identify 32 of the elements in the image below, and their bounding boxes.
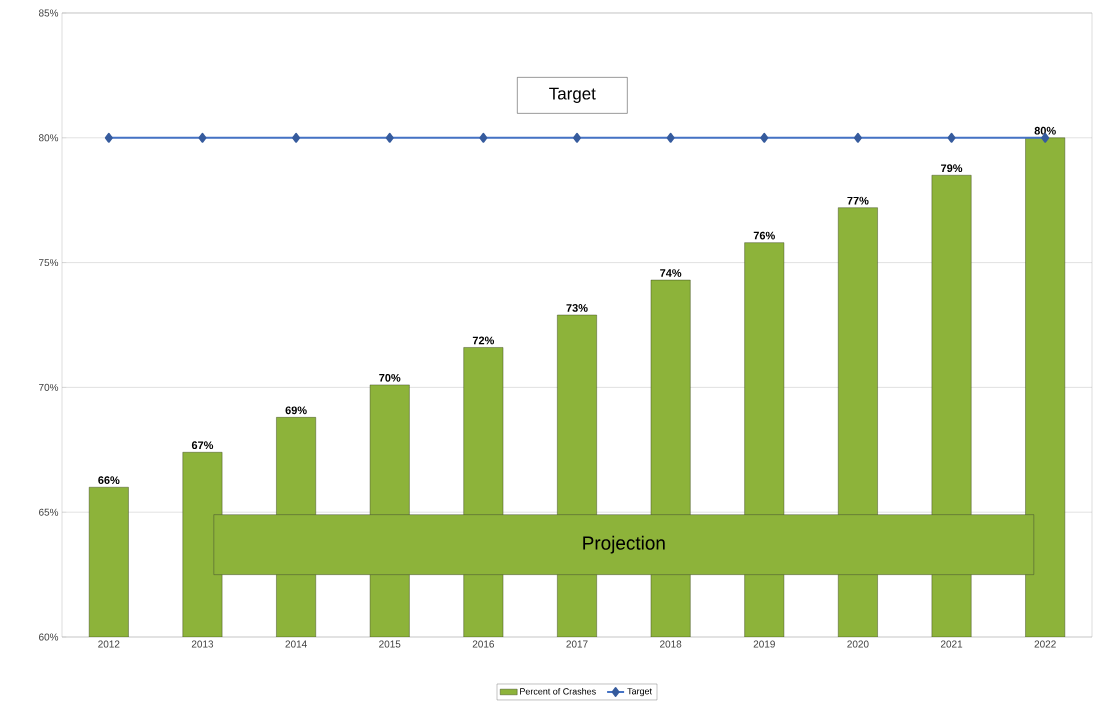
- y-tick-label: 65%: [39, 508, 59, 516]
- y-tick-label: 70%: [39, 383, 59, 391]
- annotation: Target: [549, 87, 596, 103]
- data-label: 69%: [285, 406, 307, 415]
- data-label: 67%: [191, 441, 214, 450]
- annotation: Projection: [583, 535, 665, 554]
- x-tick-label: 2019: [753, 640, 775, 648]
- data-label: 74%: [660, 269, 682, 277]
- data-label: 70%: [379, 373, 401, 382]
- data-label: 79%: [941, 164, 963, 173]
- x-tick-label: 2013: [191, 640, 214, 648]
- x-tick-label: 2012: [98, 640, 120, 648]
- data-label: 77%: [847, 196, 869, 205]
- x-tick-label: 2014: [285, 640, 307, 648]
- y-tick-label: 85%: [38, 9, 59, 17]
- x-tick-label: 2015: [379, 640, 401, 648]
- data-label: 72%: [472, 336, 495, 345]
- y-tick-label: 80%: [38, 134, 59, 142]
- x-tick-label: 2022: [1034, 640, 1056, 648]
- y-tick-label: 60%: [39, 633, 59, 641]
- x-tick-label: 2016: [472, 640, 495, 648]
- data-label: 80%: [1034, 126, 1056, 135]
- x-tick-label: 2021: [940, 640, 963, 648]
- legend-label: Percent of Crashes: [520, 687, 596, 695]
- data-label: 76%: [753, 231, 775, 240]
- x-tick-label: 2018: [660, 640, 682, 648]
- data-label: 73%: [566, 304, 588, 312]
- x-tick-label: 2017: [566, 640, 588, 648]
- legend-label: Target: [627, 688, 652, 697]
- y-tick-label: 75%: [39, 259, 59, 267]
- x-tick-label: 2020: [847, 640, 869, 648]
- data-label: 66%: [98, 476, 120, 485]
